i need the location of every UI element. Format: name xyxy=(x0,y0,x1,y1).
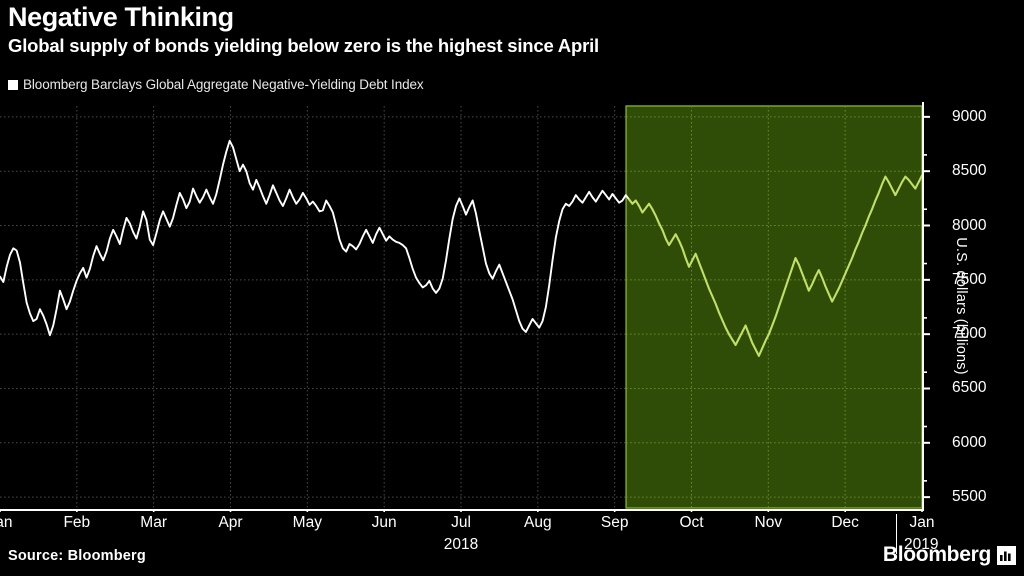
x-tick-label: Aug xyxy=(524,514,552,531)
white-square-icon xyxy=(8,79,18,90)
y-tick-label: 8500 xyxy=(952,162,987,180)
x-tick-label: Jun xyxy=(371,514,397,531)
brand-wordmark: Bloomberg xyxy=(882,543,991,566)
x-year-label: 2018 xyxy=(443,536,479,553)
x-axis: JanFebMarAprMayJunJulAugSepOctNovDecJan … xyxy=(0,512,1024,556)
x-tick-label: Mar xyxy=(140,514,168,531)
x-axis-year-separator xyxy=(896,514,897,554)
plot-area xyxy=(0,100,1024,512)
series-line-highlight xyxy=(628,174,924,357)
y-axis-title: U.S. dollars (billions) xyxy=(953,237,970,375)
bloomberg-brand: Bloomberg xyxy=(883,543,1016,567)
y-tick-label: 6500 xyxy=(952,379,987,397)
legend: Bloomberg Barclays Global Aggregate Nega… xyxy=(8,77,424,92)
bloomberg-bars-icon xyxy=(997,545,1016,565)
x-year-label: 2019 xyxy=(904,536,939,553)
x-tick-label: Sep xyxy=(600,514,629,531)
x-tick-label: May xyxy=(292,514,322,531)
x-tick-label: Oct xyxy=(679,514,704,531)
source-note: Source: Bloomberg xyxy=(8,548,146,564)
y-tick-label: 7500 xyxy=(952,270,987,288)
y-tick-label: 6000 xyxy=(952,433,987,451)
x-tick-label: Jan xyxy=(0,514,13,531)
legend-series-label: Bloomberg Barclays Global Aggregate Nega… xyxy=(23,77,424,92)
chart-header: Negative Thinking Global supply of bonds… xyxy=(8,2,1016,57)
x-tick-label: Feb xyxy=(63,514,91,531)
chart-footer: Source: Bloomberg Bloomberg xyxy=(0,542,1024,576)
x-tick-label: Nov xyxy=(754,514,783,531)
x-tick-label: Dec xyxy=(831,514,859,531)
page-title: Negative Thinking xyxy=(8,2,234,32)
y-tick-label: 8000 xyxy=(952,216,987,234)
plot-canvas xyxy=(0,100,940,512)
chart-svg xyxy=(0,102,930,512)
y-tick-label: 9000 xyxy=(952,107,987,125)
page-subtitle: Global supply of bonds yielding below ze… xyxy=(8,35,599,56)
series-line xyxy=(0,139,631,337)
highlight-band xyxy=(625,105,923,509)
y-tick-label: 7000 xyxy=(952,325,987,343)
y-axis: 5500 6000 6500 7000 7500 8000 8500 9000 U.S. do… xyxy=(940,100,1024,512)
x-tick-label: Apr xyxy=(218,514,243,531)
x-tick-label: Jan xyxy=(909,514,935,531)
y-tick-label: 5500 xyxy=(952,488,987,506)
x-tick-label: Jul xyxy=(451,514,471,531)
